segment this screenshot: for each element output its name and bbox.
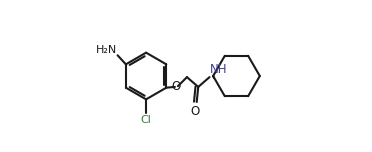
Text: O: O [190, 105, 200, 118]
Text: NH: NH [210, 63, 228, 76]
Text: O: O [171, 80, 181, 93]
Text: H₂N: H₂N [96, 45, 117, 55]
Text: Cl: Cl [141, 115, 151, 125]
